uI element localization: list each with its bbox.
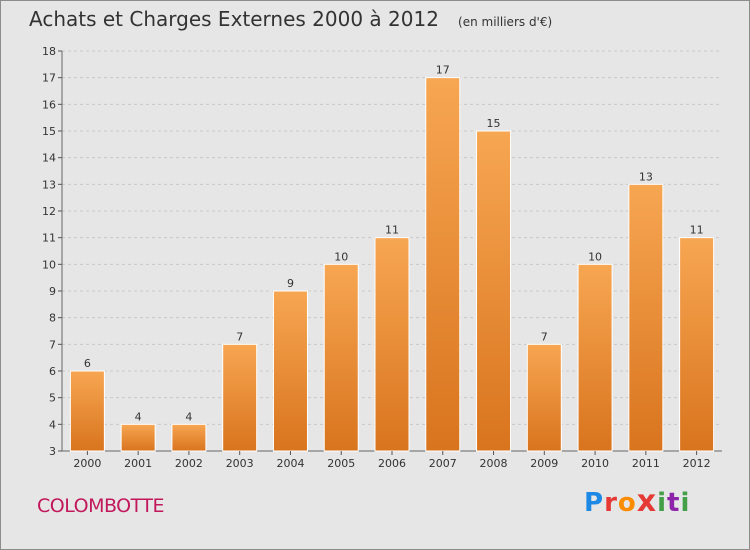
y-tick-label: 10 [42,258,56,271]
x-tick-label: 2001 [124,457,152,470]
bar-value-label: 4 [135,410,142,423]
y-tick-label: 3 [49,445,56,458]
x-tick-label: 2006 [378,457,406,470]
y-tick-label: 8 [49,312,56,325]
y-tick-label: 4 [49,418,56,431]
y-tick-label: 17 [42,72,56,85]
x-tick-label: 2000 [73,457,101,470]
bar-value-label: 4 [185,410,192,423]
bar [679,237,715,452]
bar-value-label: 10 [588,250,602,263]
y-tick-label: 5 [49,392,56,405]
bar [171,423,207,452]
bar-value-label: 10 [334,250,348,263]
x-tick-label: 2010 [581,457,609,470]
y-tick-label: 9 [49,285,56,298]
bar [425,77,461,452]
bar-value-label: 11 [690,224,704,237]
x-tick-label: 2003 [226,457,254,470]
bar [577,263,613,452]
y-tick-label: 15 [42,125,56,138]
y-tick-label: 13 [42,178,56,191]
y-tick-label: 16 [42,98,56,111]
bar [526,343,562,452]
commune-name: COLOMBOTTE [37,495,165,517]
bar-value-label: 7 [541,330,548,343]
bar-value-label: 7 [236,330,243,343]
bar [476,130,512,452]
bar-value-label: 6 [84,357,91,370]
bar-value-label: 11 [385,224,399,237]
y-tick-label: 6 [49,365,56,378]
y-tick-label: 12 [42,205,56,218]
bar [69,370,105,452]
y-tick-label: 18 [42,45,56,58]
x-tick-label: 2009 [530,457,558,470]
bar [323,263,359,452]
chart-subtitle: (en milliers d'€) [458,15,553,29]
bar-value-label: 17 [436,64,450,77]
chart-title: Achats et Charges Externes 2000 à 2012 [29,7,439,31]
bar-value-label: 9 [287,277,294,290]
bar-value-label: 13 [639,170,653,183]
x-tick-label: 2002 [175,457,203,470]
bar [120,423,156,452]
proxiti-logo[interactable]: Proxiti [584,484,691,519]
y-tick-label: 11 [42,232,56,245]
x-tick-label: 2008 [480,457,508,470]
y-tick-label: 14 [42,152,56,165]
x-tick-label: 2007 [429,457,457,470]
bar-value-label: 15 [487,117,501,130]
y-tick-label: 7 [49,338,56,351]
bar [628,183,664,452]
bar [374,237,410,452]
title-row: Achats et Charges Externes 2000 à 2012 (… [29,7,552,31]
x-tick-label: 2005 [327,457,355,470]
x-tick-label: 2011 [632,457,660,470]
x-tick-label: 2004 [276,457,304,470]
bar [222,343,258,452]
bar [272,290,308,452]
x-tick-label: 2012 [683,457,711,470]
